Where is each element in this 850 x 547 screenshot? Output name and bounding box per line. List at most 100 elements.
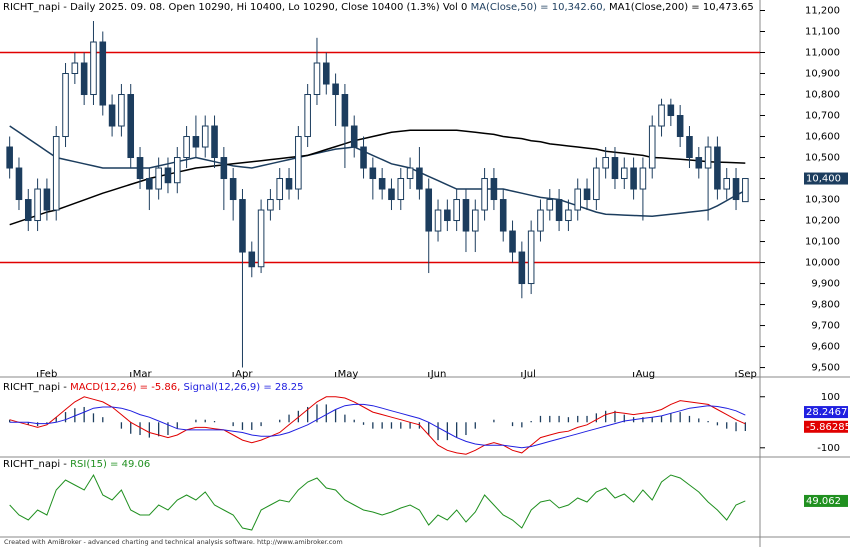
candle-body xyxy=(164,167,172,184)
candle-body xyxy=(90,41,97,96)
candle-body xyxy=(742,178,749,203)
panel-title: RICHT_napi - Daily 2025. 09. 08. Open 10… xyxy=(3,2,754,13)
candle-body xyxy=(341,94,349,127)
candle-body xyxy=(378,178,386,190)
title-part: MACD(12,26) = -5.86, xyxy=(70,382,183,393)
candle-body xyxy=(257,209,265,268)
candle-body xyxy=(62,73,69,138)
value-tag-label: -5.86285 xyxy=(806,422,850,433)
candle-body xyxy=(518,251,526,285)
candle-body xyxy=(714,146,721,190)
y-tick-label: 10,700 xyxy=(805,111,840,122)
line-series xyxy=(9,473,746,531)
y-tick-label: 9,600 xyxy=(811,342,840,353)
y-tick-label: 10,800 xyxy=(805,90,840,101)
candle-body xyxy=(24,199,32,222)
candle-body xyxy=(406,167,414,180)
candle-body xyxy=(509,230,516,253)
candle-body xyxy=(732,178,740,201)
value-tag-label: 49.062 xyxy=(806,496,841,507)
value-tag-label: 28.2467 xyxy=(806,407,847,418)
candle-body xyxy=(593,167,600,201)
y-tick-label: 11,000 xyxy=(805,48,840,59)
candle-body xyxy=(574,188,582,211)
candle-body xyxy=(527,230,535,285)
line-series xyxy=(9,125,746,218)
candle-body xyxy=(658,104,665,127)
title-part: RICHT_napi - Daily 2025. 09. 08. Open 10… xyxy=(3,2,471,13)
x-tick-label: May xyxy=(338,369,359,380)
y-tick-label: 9,900 xyxy=(811,279,840,290)
candle-body xyxy=(444,209,451,222)
candle-body xyxy=(276,178,284,201)
candle-body xyxy=(462,199,470,232)
y-tick-label: 9,700 xyxy=(811,321,840,332)
candle-body xyxy=(52,136,60,211)
y-tick-label: 11,100 xyxy=(805,27,840,38)
candle-body xyxy=(322,62,330,85)
candle-body xyxy=(648,125,656,169)
candle-body xyxy=(425,188,433,232)
candle-body xyxy=(676,115,684,138)
candle-body xyxy=(416,167,423,190)
title-part: RICHT_napi - xyxy=(3,459,70,470)
candle-body xyxy=(127,94,135,159)
y-tick-label: 10,200 xyxy=(805,216,840,227)
candle-body xyxy=(136,157,144,180)
line-series xyxy=(9,396,746,455)
candle-body xyxy=(667,104,675,117)
value-tag xyxy=(804,494,848,507)
value-tag xyxy=(804,172,848,185)
line-series xyxy=(9,129,746,226)
y-tick-label: 9,800 xyxy=(811,300,840,311)
y-tick-label: 10,900 xyxy=(805,69,840,80)
candle-body xyxy=(369,167,377,180)
title-part: Signal(12,26,9) = 28.25 xyxy=(183,382,303,393)
candle-body xyxy=(295,136,302,190)
y-tick-label: 10,500 xyxy=(805,153,840,164)
candle-body xyxy=(155,167,162,190)
candle-body xyxy=(397,178,405,201)
y-tick-label: 100 xyxy=(821,392,840,403)
footer: Created with AmiBroker - advanced charti… xyxy=(4,538,343,546)
candle-body xyxy=(15,167,23,201)
candle-body xyxy=(229,178,237,201)
candle-body xyxy=(173,157,181,184)
x-tick-label: Jun xyxy=(430,369,447,380)
x-tick-label: Feb xyxy=(40,369,58,380)
candle-body xyxy=(704,146,712,169)
y-tick-label: 10,300 xyxy=(805,195,840,206)
y-tick-label: 9,500 xyxy=(811,363,840,374)
title-part: MA(Close,50) = 10,342.60, xyxy=(471,2,609,13)
value-tag xyxy=(804,406,848,419)
candle-body xyxy=(620,167,628,180)
candle-body xyxy=(602,157,609,169)
panel-title: RICHT_napi - MACD(12,26) = -5.86, Signal… xyxy=(3,382,304,393)
candle-body xyxy=(555,199,563,222)
candle-body xyxy=(146,178,153,190)
candle-body xyxy=(118,94,125,127)
x-tick-label: Sep xyxy=(738,369,757,380)
candle-body xyxy=(80,62,88,96)
candle-body xyxy=(686,136,693,159)
candle-body xyxy=(6,146,13,169)
title-part: RSI(15) = 49.06 xyxy=(70,459,150,470)
candle-body xyxy=(546,199,554,211)
candle-body xyxy=(490,178,498,201)
candle-body xyxy=(71,62,79,75)
candle-body xyxy=(583,188,591,201)
candle-body xyxy=(471,209,479,232)
candle-body xyxy=(43,188,51,211)
candle-body xyxy=(565,209,572,222)
y-tick-label: 10,100 xyxy=(805,237,840,248)
candle-body xyxy=(248,251,256,268)
candle-body xyxy=(108,104,116,127)
candle-body xyxy=(304,94,311,138)
candle-body xyxy=(611,157,619,180)
candle-body xyxy=(453,199,460,222)
value-tag-label: 10,400 xyxy=(806,174,841,185)
candle-body xyxy=(388,188,395,201)
candle-body xyxy=(499,199,507,232)
